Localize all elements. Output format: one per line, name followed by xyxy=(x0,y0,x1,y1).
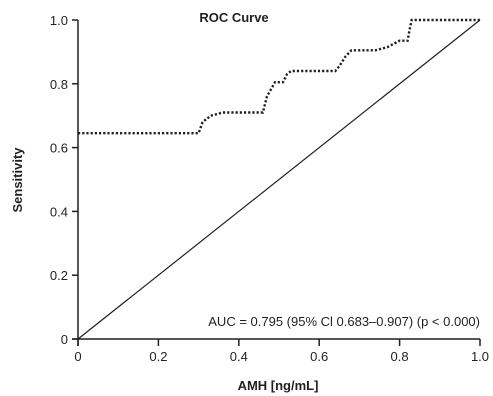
y-tick-label: 0.4 xyxy=(50,204,68,219)
y-axis-label: Sensitivity xyxy=(10,147,25,213)
x-tick-label: 0.2 xyxy=(149,349,167,364)
y-axis-ticks: 0 0.2 0.4 0.6 0.8 1.0 xyxy=(50,13,78,347)
y-tick-label: 0.8 xyxy=(50,77,68,92)
x-tick-label: 0.6 xyxy=(310,349,328,364)
y-tick-label: 1.0 xyxy=(50,13,68,28)
roc-curve-line xyxy=(78,18,480,135)
chart-title: ROC Curve xyxy=(199,10,268,25)
x-tick-label: 0.4 xyxy=(230,349,248,364)
axes xyxy=(72,20,480,346)
reference-diagonal-line xyxy=(77,19,481,340)
series-layer xyxy=(77,18,481,340)
y-tick-label: 0.6 xyxy=(50,141,68,156)
x-tick-label: 1.0 xyxy=(471,349,489,364)
x-tick-label: 0 xyxy=(74,349,81,364)
y-tick-label: 0.2 xyxy=(50,268,68,283)
x-axis-label: AMH [ng/mL] xyxy=(238,378,319,393)
auc-annotation: AUC = 0.795 (95% Cl 0.683–0.907) (p < 0.… xyxy=(208,314,480,329)
x-tick-label: 0.8 xyxy=(391,349,409,364)
y-tick-label: 0 xyxy=(61,332,68,347)
x-axis-ticks: 0 0.2 0.4 0.6 0.8 1.0 xyxy=(74,339,489,364)
